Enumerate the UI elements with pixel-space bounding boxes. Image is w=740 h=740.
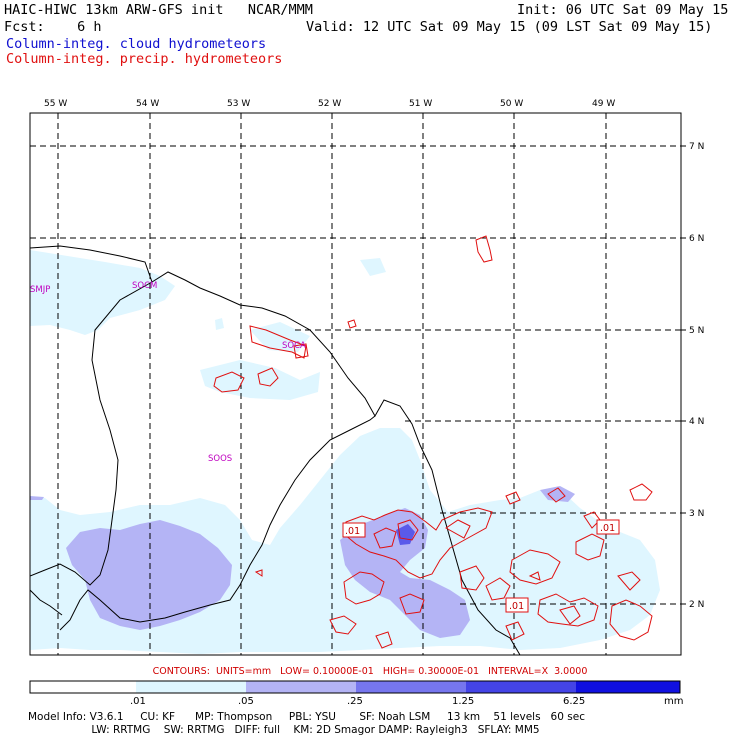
lon-label-55w: 55 W: [44, 99, 67, 109]
lon-label-50w: 50 W: [500, 99, 523, 109]
colorbar-tick-2: .05: [238, 696, 254, 707]
precip-contours: [213, 235, 653, 649]
colorbar-tick-4: 1.25: [452, 696, 474, 707]
station-socm: SOCM: [132, 281, 157, 291]
colorbar-bin-5: [466, 681, 576, 693]
forecast-hour: Fcst: 6 h: [4, 19, 102, 35]
svg-text:.01: .01: [509, 601, 524, 612]
top-ticks: [57, 113, 686, 605]
contour-label-1: .01: [342, 522, 366, 538]
colorbar-bin-2: [136, 681, 246, 693]
lat-label-2n: 2 N: [689, 600, 704, 610]
colorbar-bin-6: [576, 681, 680, 693]
valid-time: Valid: 12 UTC Sat 09 May 15 (09 LST Sat …: [306, 19, 713, 35]
colorbar-units: mm: [664, 696, 683, 707]
lon-label-52w: 52 W: [318, 99, 341, 109]
model-title: HAIC-HIWC 13km ARW-GFS init NCAR/MMM: [4, 2, 313, 18]
field-precip-label: Column-integ. precip. hydrometeors: [6, 51, 283, 67]
station-soca: SOCA: [282, 341, 306, 351]
lon-label-54w: 54 W: [136, 99, 159, 109]
colorbar-bin-1: [30, 681, 136, 693]
colorbar-tick-3: .25: [347, 696, 363, 707]
lat-label-4n: 4 N: [689, 417, 704, 427]
map-frame: [29, 112, 682, 656]
colorbar-bin-3: [246, 681, 356, 693]
lat-label-6n: 6 N: [689, 234, 704, 244]
init-time: Init: 06 UTC Sat 09 May 15: [517, 2, 729, 18]
lat-label-3n: 3 N: [689, 509, 704, 519]
svg-text:.01: .01: [345, 526, 360, 537]
colorbar: .01 .05 .25 1.25 6.25 mm: [29, 680, 683, 707]
lon-label-53w: 53 W: [227, 99, 250, 109]
lat-label-5n: 5 N: [689, 326, 704, 336]
station-soos: SOOS: [208, 454, 232, 464]
lat-lon-grid: [30, 113, 681, 655]
lon-label-49w: 49 W: [592, 99, 615, 109]
station-smjp: SMJP: [30, 285, 50, 295]
contour-label-3: .01: [505, 597, 529, 613]
lon-label-51w: 51 W: [409, 99, 432, 109]
contour-label-2: .01: [596, 519, 620, 535]
model-info-line2: LW: RRTMG SW: RRTMG DIFF: full KM: 2D Sm…: [28, 724, 540, 736]
colorbar-tick-5: 6.25: [563, 696, 585, 707]
field-cloud-label: Column-integ. cloud hydrometeors: [6, 36, 267, 52]
coastline: [30, 245, 521, 655]
contours-info: CONTOURS: UNITS=mm LOW= 0.10000E-01 HIGH…: [152, 666, 588, 677]
colorbar-bin-4: [356, 681, 466, 693]
shaded-cloud-field: [30, 250, 660, 654]
lat-label-7n: 7 N: [689, 142, 704, 152]
colorbar-tick-1: .01: [130, 696, 146, 707]
model-info-line1: Model Info: V3.6.1 CU: KF MP: Thompson P…: [28, 711, 585, 723]
svg-text:.01: .01: [600, 523, 615, 534]
